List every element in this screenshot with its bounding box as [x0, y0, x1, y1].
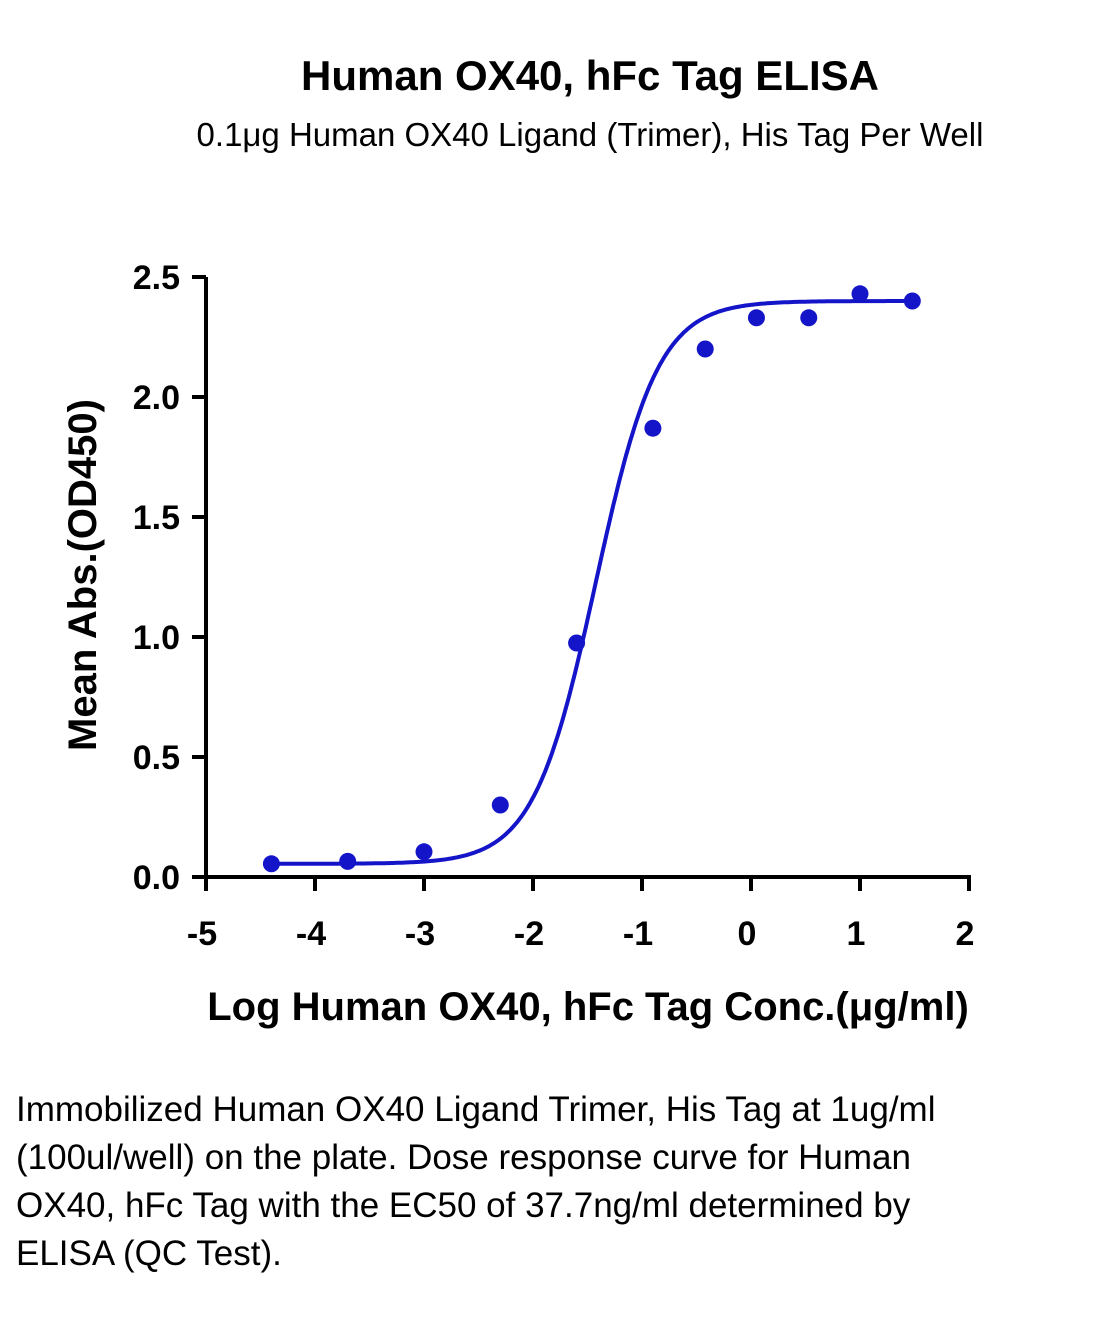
x-axis-title: Log Human OX40, hFc Tag Conc.(μg/ml): [207, 985, 969, 1029]
fit-curve: [269, 299, 915, 866]
y-tick-label: 1.0: [133, 619, 180, 657]
data-point: [903, 292, 921, 310]
y-tick-label: 1.5: [133, 499, 180, 537]
data-points: [262, 285, 921, 873]
data-point: [262, 855, 280, 873]
data-point: [800, 309, 818, 327]
data-point: [568, 634, 586, 652]
x-tick-label: -3: [405, 915, 435, 953]
ticks: -5 -4 -3 -2 -1 0 1 2 0.0 0.5 1.0 1.5 2.0 2.5: [133, 259, 975, 953]
data-point: [696, 340, 714, 358]
x-tick-label: -2: [514, 915, 544, 953]
data-point: [644, 419, 662, 437]
y-tick-label: 0.0: [133, 859, 180, 897]
data-point: [415, 843, 433, 861]
x-tick-label: -4: [296, 915, 326, 953]
x-tick-label: -1: [623, 915, 653, 953]
x-tick-label: -5: [187, 915, 217, 953]
data-point: [491, 796, 509, 814]
data-point: [339, 852, 357, 870]
data-point: [747, 309, 765, 327]
x-tick-label: 0: [738, 915, 757, 953]
axes: [204, 277, 971, 879]
y-axis-title: Mean Abs.(OD450): [61, 399, 105, 751]
chart-title: Human OX40, hFc Tag ELISA: [301, 52, 879, 99]
data-point: [851, 285, 869, 303]
fit-curve-layer: [269, 299, 915, 866]
y-tick-label: 0.5: [133, 739, 180, 777]
chart-plot: -5 -4 -3 -2 -1 0 1 2 0.0 0.5 1.0 1.5 2.0 2.5 Log Huma…: [61, 259, 975, 1029]
y-tick-label: 2.0: [133, 379, 180, 417]
caption: Immobilized Human OX40 Ligand Trimer, Hi…: [16, 1090, 936, 1273]
y-tick-label: 2.5: [133, 259, 180, 297]
x-tick-label: 2: [956, 915, 975, 953]
x-tick-label: 1: [847, 915, 866, 953]
chart-subtitle: 0.1μg Human OX40 Ligand (Trimer), His Ta…: [196, 116, 984, 153]
